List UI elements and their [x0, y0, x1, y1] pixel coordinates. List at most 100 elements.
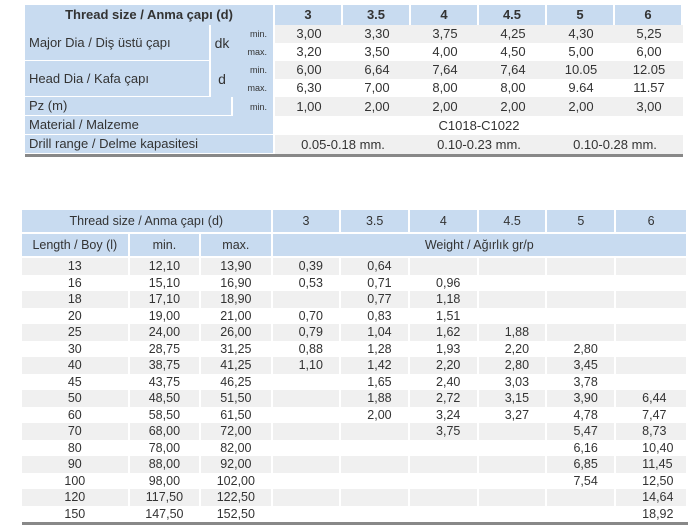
weight-table: Thread size / Anma çapı (d) 3 3.5 4 4.5 5 6 Le… [22, 210, 688, 525]
table-row: 18 17,10 18,90 0,77 1,18 [22, 291, 688, 308]
length-cell: 50 [22, 390, 130, 407]
drill-range-label: Drill range / Delme kapasitesi [25, 135, 275, 154]
weight-cell: 1,28 [341, 340, 411, 357]
table-row: 30 28,75 31,25 0,88 1,28 1,93 2,20 2,80 [22, 340, 688, 357]
spec-value: 4,00 [432, 44, 458, 59]
table-row: 90 88,00 92,00 6,85 11,45 [22, 456, 688, 473]
size-header: 5 [547, 210, 617, 234]
weight-cell [410, 472, 479, 489]
weight-cell [547, 489, 617, 506]
min-cell: 147,50 [130, 505, 202, 522]
table-row: 80 78,00 82,00 6,16 10,40 [22, 439, 688, 456]
length-cell: 13 [22, 258, 130, 275]
min-cell: 43,75 [130, 373, 202, 390]
weight-cell: 10,40 [616, 439, 688, 456]
weight-cell: 1,88 [341, 390, 411, 407]
weight-cell: 1,04 [341, 324, 411, 341]
weight-cell: 3,03 [479, 373, 548, 390]
size-header: 3 [272, 210, 342, 234]
spec-value: 3,75 [411, 25, 479, 43]
length-cell: 120 [22, 489, 130, 506]
weight-cell [616, 324, 688, 341]
table-row: 120 117,50 122,50 14,64 [22, 489, 688, 506]
table-row: 16 15,10 16,90 0,53 0,71 0,96 [22, 274, 688, 291]
min-header: min. [129, 234, 202, 258]
table-row: 60 58,50 61,50 2,00 3,24 3,27 4,78 7,47 [22, 406, 688, 423]
spec-value: 2,00 [547, 97, 615, 116]
min-cell: 78,00 [130, 439, 202, 456]
max-cell: 41,25 [201, 357, 273, 374]
min-cell: 88,00 [129, 456, 202, 473]
weight-cell: 4,78 [547, 406, 617, 423]
weight-cell: 1,42 [341, 357, 411, 374]
weight-cell: 3,27 [479, 406, 548, 423]
max-cell: 61,50 [201, 406, 273, 423]
weight-cell [479, 505, 548, 522]
table-row: 45 43,75 46,25 1,65 2,40 3,03 3,78 [22, 373, 688, 390]
min-cell: 19,00 [130, 307, 202, 324]
spec-value: 12.05 [615, 61, 683, 79]
spec-value: 6,30 [296, 80, 322, 95]
weight-cell: 18,92 [616, 505, 688, 522]
min-label: min. [233, 61, 275, 79]
min-cell: 15,10 [130, 274, 202, 291]
weight-cell [547, 291, 617, 308]
weight-cell [479, 439, 548, 456]
min-cell: 12,10 [129, 258, 202, 275]
spec-value: 3,50 [364, 44, 390, 59]
size-header: 4.5 [479, 5, 547, 25]
weight-cell: 1,10 [272, 357, 342, 374]
weight-cell [547, 307, 617, 324]
min-cell: 48,50 [129, 390, 202, 407]
length-cell: 60 [22, 406, 130, 423]
max-cell: 31,25 [201, 340, 273, 357]
min-label: min. [233, 25, 275, 43]
table-row: 150 147,50 152,50 18,92 [22, 505, 688, 522]
max-cell: 82,00 [201, 439, 273, 456]
length-cell: 30 [22, 340, 130, 357]
spec-value: 11.57 [633, 80, 665, 95]
spec-value: 6,00 [636, 44, 662, 59]
spec-value: 7,64 [411, 61, 479, 79]
pz-label: Pz (m) [25, 97, 233, 116]
min-cell: 38,75 [129, 357, 202, 374]
weight-cell [273, 406, 342, 423]
major-dia-label: Major Dia / Diş üstü çapı [25, 25, 211, 61]
min-label: min. [233, 97, 275, 116]
weight-cell: 1,88 [478, 324, 548, 341]
weight-cell [410, 505, 479, 522]
weight-cell [616, 274, 688, 291]
weight-cell: 1,51 [410, 307, 479, 324]
table-row: 13 12,10 13,90 0,39 0,64 [22, 258, 688, 275]
spec-value: 1,00 [275, 97, 343, 116]
weight-cell [272, 456, 342, 473]
spec-value: 3,30 [343, 25, 411, 43]
min-cell: 98,00 [130, 472, 202, 489]
weight-cell [616, 307, 688, 324]
size-header: 6 [616, 210, 688, 234]
weight-cell: 6,16 [547, 439, 617, 456]
table-row: 50 48,50 51,50 1,88 2,72 3,15 3,90 6,44 [22, 390, 688, 407]
max-cell: 72,00 [201, 423, 273, 440]
weight-cell [479, 307, 548, 324]
weight-cell [410, 258, 479, 275]
weight-cell: 2,20 [410, 357, 479, 374]
weight-cell: 0,83 [341, 307, 411, 324]
weight-cell [273, 439, 342, 456]
weight-cell: 1,62 [410, 324, 479, 341]
weight-cell [478, 456, 548, 473]
max-label: max. [233, 43, 275, 61]
weight-cell: 0,79 [272, 324, 342, 341]
weight-cell [341, 489, 411, 506]
weight-cell: 0,77 [341, 291, 411, 308]
weight-cell: 3,78 [547, 373, 617, 390]
spec-value: 8,00 [500, 80, 526, 95]
weight-cell [547, 505, 617, 522]
weight-cell: 2,80 [478, 357, 548, 374]
table-row: 100 98,00 102,00 7,54 12,50 [22, 472, 688, 489]
spec-value: 6,00 [275, 61, 343, 79]
weight-cell: 0,64 [341, 258, 411, 275]
min-cell: 28,75 [130, 340, 202, 357]
weight-cell [547, 324, 617, 341]
weight-cell [272, 390, 342, 407]
